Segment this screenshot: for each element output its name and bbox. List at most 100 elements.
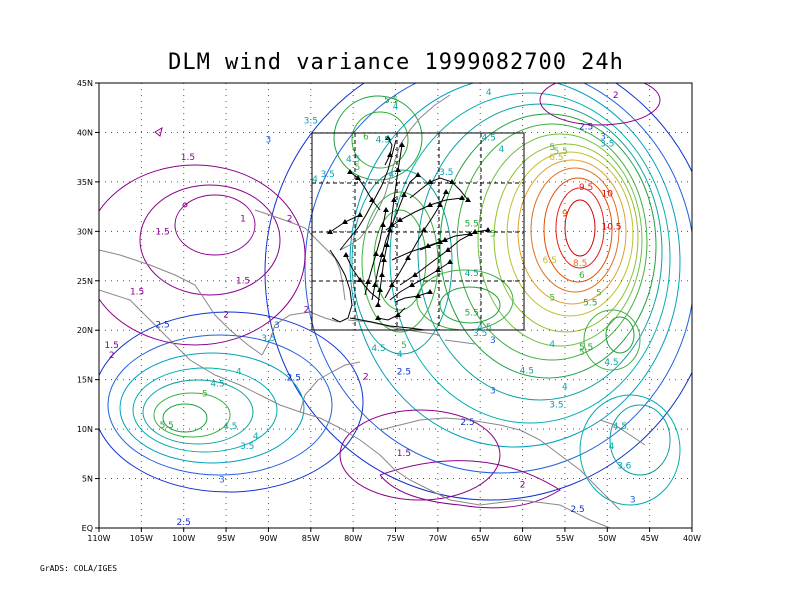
contour-label: 3: [630, 495, 636, 505]
lon-tick-label: 40W: [683, 534, 701, 543]
contour-label: 2: [613, 91, 619, 101]
contour-label: 5: [579, 348, 585, 358]
contour-label: 2.5: [287, 374, 301, 384]
contour-label: 1.5: [236, 277, 250, 287]
lon-tick-label: 105W: [130, 534, 153, 543]
contour-label: 5.5: [465, 308, 479, 318]
contour-label: 3.5: [473, 329, 487, 339]
contour-label: 4.5: [346, 155, 360, 165]
contour-label: 3.5: [304, 117, 318, 127]
contour-label: 5: [549, 143, 555, 153]
contour-label: 4: [499, 145, 505, 155]
contour-label: 6: [579, 271, 585, 281]
contour-label: 4: [236, 368, 242, 378]
contour-label: 10: [602, 190, 614, 200]
contour-label: 2.5: [460, 418, 474, 428]
footer-credit: GrADS: COLA/IGES: [40, 564, 118, 573]
lon-tick-label: 50W: [598, 534, 616, 543]
lon-tick-label: 65W: [471, 534, 489, 543]
axis-ticks: EQ 5N 10N 15N 20N 25N 30N 35N 40N 45N 110W 105W 100W…: [77, 79, 701, 543]
lat-tick-label: 25N: [77, 277, 93, 286]
contour-label: 3: [490, 336, 496, 346]
contour-label: 4.5: [371, 344, 385, 354]
contour-label: 2: [109, 351, 115, 361]
contour-label: 5.5: [554, 147, 568, 157]
contour-label: 5.5: [465, 219, 479, 229]
contour-label: 5: [202, 389, 208, 399]
contour-label: 3: [600, 132, 606, 142]
coastlines: [99, 94, 646, 528]
contour-label: 5.5: [583, 299, 597, 309]
contour-label: 2: [304, 305, 310, 315]
contour-label: 4.5: [482, 133, 496, 143]
contour-label: 2: [363, 373, 369, 383]
contour-label: 4: [253, 432, 259, 442]
contour-label: 5: [355, 163, 361, 173]
contour-label: 1.5: [155, 227, 169, 237]
lat-tick-label: 15N: [77, 376, 93, 385]
contour-label: 4.5: [520, 367, 534, 377]
contour-label: 3.5: [439, 168, 453, 178]
contour-label: 5: [490, 229, 496, 239]
contour-label: 4: [397, 350, 403, 360]
lat-tick-label: EQ: [82, 524, 93, 533]
contour-label: 4: [393, 103, 399, 113]
contour-label: 5.5: [579, 343, 593, 353]
contour-label: 4.5: [210, 380, 224, 390]
lon-tick-label: 100W: [172, 534, 195, 543]
contour-label: 3.5: [321, 170, 335, 180]
contour-label: 2.5: [579, 122, 593, 132]
contour-label: 3.5: [240, 442, 254, 452]
contour-label: 6.5: [543, 256, 557, 266]
contour-label: 4.5: [604, 358, 618, 368]
contour-label: 4: [388, 170, 394, 180]
lon-tick-label: 80W: [344, 534, 362, 543]
lat-tick-label: 10N: [77, 425, 93, 434]
map-title: DLM wind variance 1999082700 24h: [168, 50, 624, 75]
contour-label: 4.5: [613, 422, 627, 432]
contour-label: 5: [549, 294, 555, 304]
contour-field: [99, 83, 692, 509]
contour-label: 5.5: [384, 96, 398, 106]
contour-label: 2: [223, 310, 229, 320]
contour-label: 2: [287, 214, 293, 224]
contour-label: 4.5: [477, 323, 491, 333]
contour-label: 2: [520, 480, 526, 490]
lon-tick-label: 75W: [386, 534, 404, 543]
contour-label: 4.5: [465, 269, 479, 279]
contour-label: 3: [274, 321, 280, 331]
lon-tick-label: 110W: [87, 534, 110, 543]
contour-label: 4.5: [376, 135, 390, 145]
contour-label: 1.5: [130, 288, 144, 298]
contour-label: 9: [562, 210, 568, 220]
lat-lon-grid: [99, 83, 692, 528]
contour-label: 4: [609, 442, 615, 452]
contour-label: 1.5: [105, 341, 119, 351]
contour-label: 5.5: [160, 421, 174, 431]
contour-label: 4: [312, 175, 318, 185]
contour-label: 8.5: [573, 259, 587, 269]
lat-tick-label: 35N: [77, 178, 93, 187]
contour-label: 5: [401, 341, 407, 351]
contour-label: 4: [562, 383, 568, 393]
track-inset: [311, 132, 525, 331]
contour-label: 1: [240, 214, 246, 224]
contour-label: 4: [486, 88, 492, 98]
lon-tick-label: 45W: [641, 534, 659, 543]
lat-tick-label: 45N: [77, 79, 93, 88]
contour-label: 2.5: [397, 368, 411, 378]
contour-label: 1.5: [397, 449, 411, 459]
lon-tick-label: 70W: [429, 534, 447, 543]
lon-tick-label: 60W: [514, 534, 532, 543]
lat-tick-label: 30N: [77, 227, 93, 236]
contour-label: 2.5: [155, 320, 169, 330]
contour-label: 3.5: [549, 400, 563, 410]
contour-label: 3: [219, 476, 225, 486]
contour-label: 3.5: [261, 334, 275, 344]
contour-label: 6.5: [549, 153, 563, 163]
contour-label: 10.5: [601, 222, 621, 232]
lon-tick-label: 85W: [302, 534, 320, 543]
contour-label: 6: [363, 132, 369, 142]
